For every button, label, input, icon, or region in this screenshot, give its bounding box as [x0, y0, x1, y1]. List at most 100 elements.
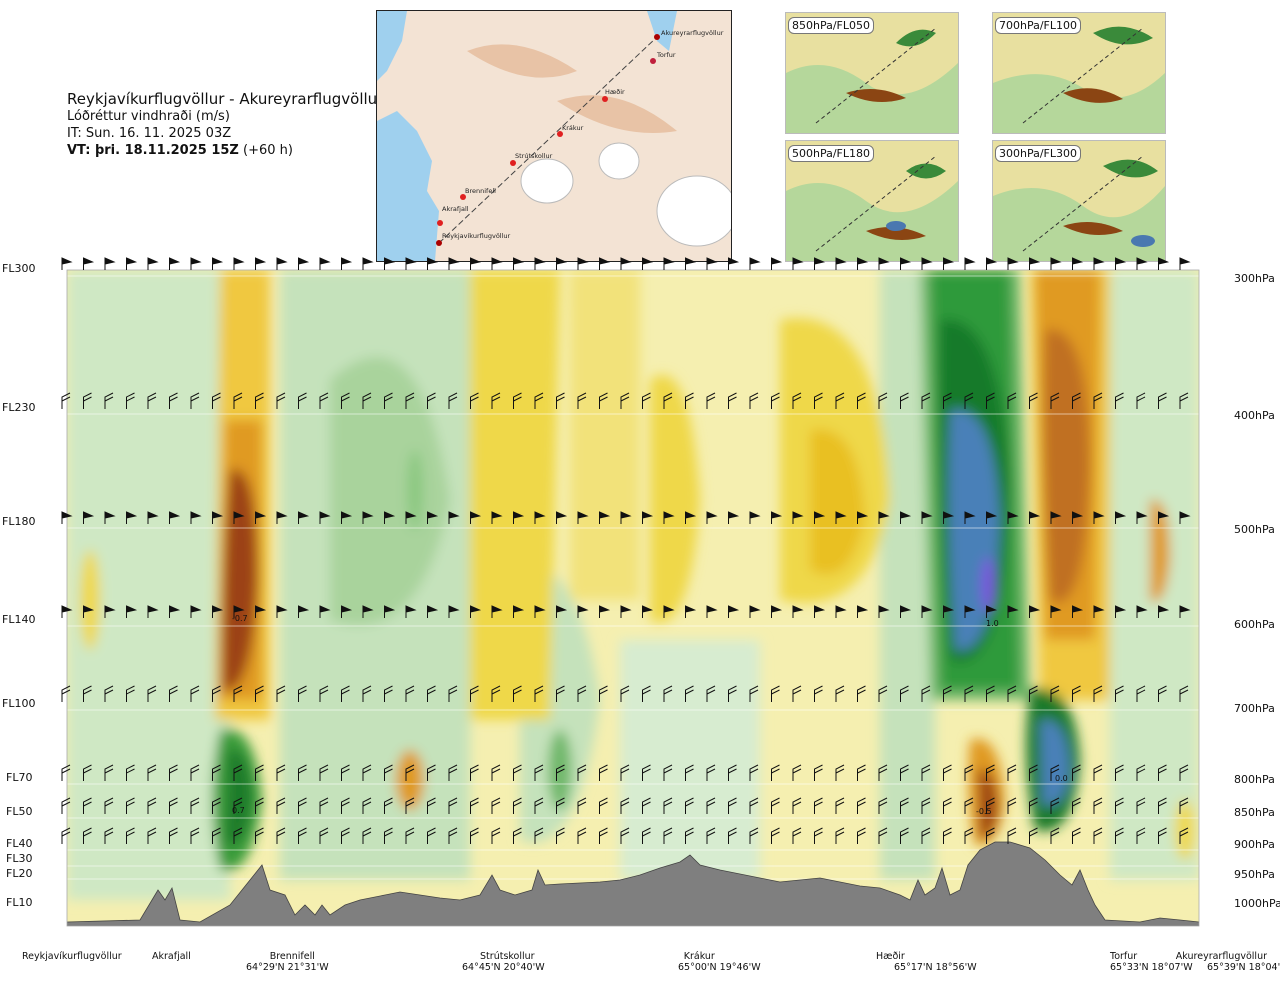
wind-barb — [1007, 764, 1017, 781]
wind-barb — [534, 764, 544, 781]
valid-time-offset: (+60 h) — [243, 143, 293, 158]
p-label-300: 300hPa — [1234, 272, 1275, 285]
wind-barb — [276, 392, 286, 409]
wind-barb — [814, 257, 826, 270]
wind-barb — [706, 764, 716, 781]
wind-barb — [642, 685, 651, 702]
p-label-600: 600hPa — [1234, 618, 1275, 631]
thumbnail-500hpa[interactable]: 500hPa/FL180 — [785, 140, 959, 262]
wind-barb — [384, 764, 393, 781]
wind-barb — [491, 764, 501, 781]
wind-barb — [534, 257, 546, 270]
wind-barb — [1179, 511, 1191, 524]
wind-barb — [491, 511, 503, 524]
p-label-900: 900hPa — [1234, 838, 1275, 851]
wind-barb — [814, 827, 823, 844]
wind-barb — [104, 257, 116, 270]
wind-barb — [233, 392, 243, 409]
wind-barb — [190, 257, 202, 270]
wind-barb — [104, 685, 114, 702]
wind-barb — [169, 605, 181, 618]
wind-barb — [792, 827, 802, 844]
wind-barb — [749, 511, 761, 524]
wind-barb — [126, 827, 135, 844]
fl-label-180: FL180 — [2, 515, 36, 528]
wind-barb — [1136, 827, 1146, 844]
wind-barb — [276, 605, 288, 618]
terrain-profile — [67, 841, 1199, 926]
wind-barb — [964, 797, 974, 814]
wind-barb — [212, 605, 224, 618]
wind-barb — [104, 392, 114, 409]
wind-barb — [556, 685, 565, 702]
wind-barb — [169, 511, 181, 524]
thumbnail-700hpa[interactable]: 700hPa/FL100 — [992, 12, 1166, 134]
contour-label-1: -0.7 — [232, 614, 248, 623]
thumbnail-850hpa[interactable]: 850hPa/FL050 — [785, 12, 959, 134]
wind-barb — [1093, 257, 1105, 270]
wind-barb — [233, 764, 243, 781]
waypoint-akrafjall: Akrafjall — [152, 951, 191, 962]
wind-barb — [921, 257, 933, 270]
wind-barb — [212, 764, 221, 781]
wind-barb — [126, 605, 138, 618]
wind-barb — [362, 797, 372, 814]
wind-barb — [1007, 605, 1019, 618]
wind-barb — [685, 392, 694, 409]
wind-barb — [943, 257, 955, 270]
wind-barb — [685, 511, 697, 524]
wind-barb — [943, 764, 952, 781]
wind-barb — [577, 605, 589, 618]
wind-barb — [513, 511, 525, 524]
wind-barb — [341, 764, 350, 781]
wind-barb — [685, 685, 694, 702]
wind-barb — [491, 257, 503, 270]
plot-frame — [66, 269, 1200, 927]
wind-barb — [427, 827, 436, 844]
wind-barb — [1050, 685, 1060, 702]
wind-barb — [620, 797, 630, 814]
wind-barb — [104, 827, 114, 844]
wind-barb — [470, 605, 482, 618]
thumbnail-300hpa[interactable]: 300hPa/FL300 — [992, 140, 1166, 262]
wind-barb — [706, 685, 716, 702]
wind-barb — [792, 764, 802, 781]
wind-barb — [620, 685, 630, 702]
wind-barb — [1158, 685, 1167, 702]
wind-barbs — [61, 257, 1191, 844]
wind-barb — [943, 605, 955, 618]
wind-barb — [792, 605, 804, 618]
contour-label-3: 1.0 — [986, 619, 999, 628]
wind-barb — [1158, 257, 1170, 270]
wind-barb — [1115, 511, 1127, 524]
wind-barb — [964, 685, 974, 702]
wind-barb — [61, 827, 71, 844]
wind-barb — [943, 827, 952, 844]
wind-barb — [341, 392, 350, 409]
wind-barb — [556, 827, 565, 844]
map-label-torfur: Torfur — [657, 51, 676, 59]
wind-barb — [319, 511, 331, 524]
wind-barb — [835, 827, 845, 844]
wind-barb — [857, 797, 866, 814]
wind-barb — [534, 827, 544, 844]
wind-barb — [319, 764, 329, 781]
wind-barb — [169, 257, 181, 270]
wind-barb — [362, 257, 374, 270]
wind-barb — [276, 257, 288, 270]
thumbnail-300hpa-label: 300hPa/FL300 — [995, 145, 1082, 162]
p-label-950: 950hPa — [1234, 868, 1275, 881]
wind-barb — [298, 764, 307, 781]
wind-barb — [534, 392, 544, 409]
wind-barb — [900, 827, 909, 844]
wind-barb — [1072, 511, 1084, 524]
wind-barb — [104, 797, 114, 814]
wind-barb — [921, 764, 931, 781]
wind-barb — [663, 392, 673, 409]
wind-barb — [83, 764, 92, 781]
wind-barb — [900, 797, 909, 814]
wind-barb — [1007, 392, 1017, 409]
wind-barb — [513, 685, 522, 702]
wind-barb — [706, 827, 716, 844]
contour-label-2: 0.7 — [232, 806, 245, 815]
